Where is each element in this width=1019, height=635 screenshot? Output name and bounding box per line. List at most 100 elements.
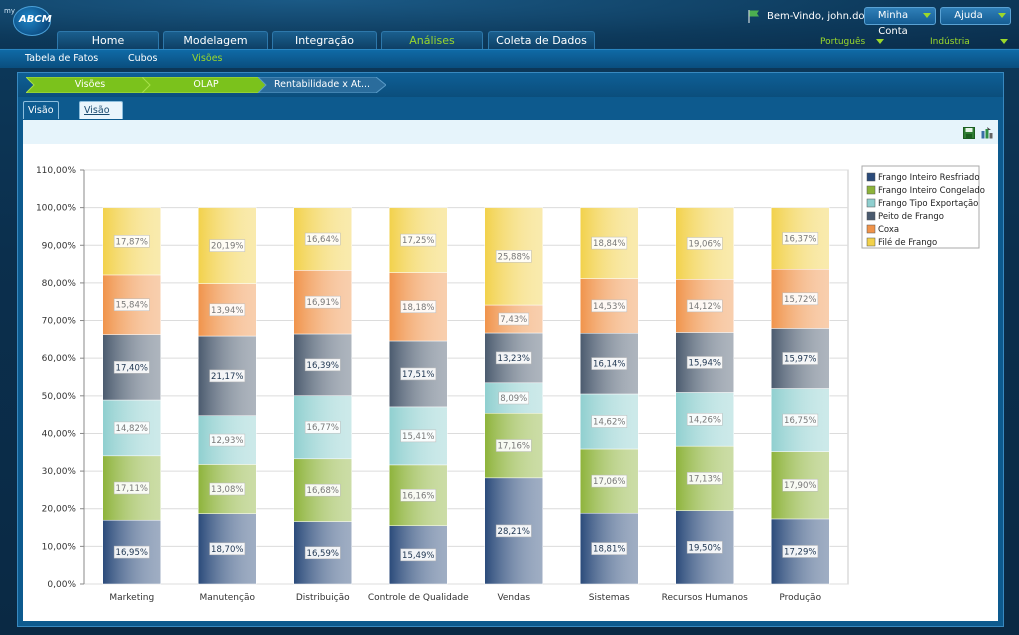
data-label: 14,62% (593, 417, 625, 427)
x-tick-label: Controle de Qualidade (368, 593, 469, 603)
breadcrumb-label: Rentabilidade x At... (273, 79, 371, 90)
app-logo[interactable]: my ABCM (4, 3, 52, 36)
data-label-box (113, 235, 150, 248)
top-bar: my ABCM Home Modelagem Integração Anális… (0, 0, 1019, 50)
data-label: 16,91% (307, 298, 339, 308)
data-label-box (591, 236, 628, 250)
data-label: 16,14% (593, 360, 625, 370)
data-label-box (591, 415, 628, 428)
breadcrumb-item-rentabilidade[interactable]: Rentabilidade x At... (258, 77, 386, 93)
tab-home[interactable]: Home (57, 31, 159, 50)
main-panel: Visões OLAP Rentabilidade x At... Visão … (17, 72, 1004, 627)
save-icon[interactable] (963, 127, 975, 139)
chevron-down-icon (876, 39, 884, 44)
data-label: 13,94% (211, 306, 243, 316)
data-label: 14,12% (689, 302, 721, 312)
tab-visao-olap[interactable]: Visão Olap (23, 101, 59, 133)
my-account-label: Minha Conta (877, 10, 909, 37)
legend-label: Frango Inteiro Congelado (878, 186, 985, 196)
export-chart-icon[interactable] (981, 127, 993, 139)
industry-value: Indústria (930, 37, 970, 47)
y-tick-label: 40,00% (42, 429, 77, 439)
data-label-box (304, 295, 341, 309)
data-label-box (400, 548, 437, 562)
data-label: 15,72% (784, 295, 816, 305)
chevron-down-icon (1000, 39, 1008, 44)
data-label-box (686, 541, 723, 554)
subnav-item-cubos[interactable]: Cubos (128, 53, 158, 64)
data-label: 18,70% (211, 545, 243, 555)
data-label: 15,84% (116, 301, 148, 311)
y-tick-label: 50,00% (42, 392, 77, 402)
help-label: Ajuda (954, 10, 983, 21)
data-label: 17,51% (402, 370, 434, 380)
y-tick-label: 0,00% (47, 580, 76, 590)
x-tick-label: Marketing (109, 593, 154, 603)
data-label: 18,81% (593, 545, 625, 555)
data-label-box (591, 474, 628, 488)
y-tick-label: 30,00% (42, 467, 77, 477)
data-label: 17,87% (116, 237, 148, 247)
tab-analises[interactable]: Análises (381, 31, 483, 50)
data-label-box (209, 303, 246, 317)
data-label-box (782, 545, 819, 558)
tab-visao-de-grafico[interactable]: Visão de Gráfico (79, 101, 124, 150)
data-label-box (209, 542, 246, 556)
industry-select[interactable]: Indústria (930, 36, 1010, 48)
data-label-box (113, 545, 150, 559)
data-label: 14,82% (116, 424, 148, 434)
data-label: 14,53% (593, 302, 625, 312)
legend-swatch (866, 224, 876, 234)
tab-integracao[interactable]: Integração (272, 31, 377, 50)
y-tick-label: 10,00% (42, 542, 77, 552)
x-tick-label: Sistemas (589, 593, 630, 603)
breadcrumb: Visões OLAP Rentabilidade x At... (18, 73, 1003, 97)
data-label: 17,16% (498, 442, 530, 452)
data-label-box (498, 391, 529, 405)
data-label-box (113, 361, 150, 374)
data-label: 15,97% (784, 354, 816, 364)
data-label-box (495, 439, 532, 452)
breadcrumb-label: OLAP (193, 79, 219, 90)
data-label-box (400, 233, 437, 247)
data-label-box (591, 299, 628, 313)
chart-toolbar (23, 120, 998, 144)
subnav-item-tabela-de-fatos[interactable]: Tabela de Fatos (25, 53, 99, 64)
stacked-bar-chart: 0,00% 10,00% 20,00% 30,00% 40,00% 50,00% 60,00… (36, 165, 985, 603)
breadcrumb-item-visoes[interactable]: Visões (26, 77, 154, 93)
tab-modelagem[interactable]: Modelagem (163, 31, 268, 50)
data-label: 17,13% (689, 474, 721, 484)
x-tick-label: Recursos Humanos (662, 593, 748, 603)
tab-coleta-de-dados[interactable]: Coleta de Dados (488, 31, 595, 50)
bar-segment-shade (198, 513, 257, 585)
chevron-down-icon (998, 13, 1006, 18)
data-label-box (495, 524, 532, 538)
legend-label: Frango Tipo Exportação (878, 199, 978, 209)
x-tick-label: Vendas (497, 593, 530, 603)
language-select[interactable]: Português (820, 36, 884, 48)
data-label: 15,49% (402, 551, 434, 561)
data-label: 16,68% (307, 486, 339, 496)
data-label: 13,23% (498, 354, 530, 364)
data-label-box (209, 369, 246, 383)
data-label-box (782, 413, 819, 427)
data-label-box (113, 481, 150, 495)
data-label-box (591, 357, 628, 370)
data-label-box (209, 433, 246, 447)
breadcrumb-arrow-shape (258, 77, 386, 93)
data-label-box (498, 312, 529, 326)
data-label: 16,95% (116, 548, 148, 558)
data-label-box (304, 358, 341, 372)
data-label: 28,21% (498, 527, 530, 537)
flag-icon (748, 10, 759, 23)
data-label: 16,75% (784, 416, 816, 426)
legend-swatch (866, 172, 876, 182)
my-account-button[interactable]: Minha Conta (864, 7, 936, 37)
help-button[interactable]: Ajuda (940, 7, 1011, 25)
data-label-box (209, 482, 246, 496)
data-label: 15,94% (689, 358, 721, 368)
breadcrumb-arrow-shape (142, 77, 270, 93)
data-label: 19,50% (689, 543, 721, 553)
subnav-item-visoes[interactable]: Visões (192, 53, 223, 64)
breadcrumb-item-olap[interactable]: OLAP (142, 77, 270, 93)
